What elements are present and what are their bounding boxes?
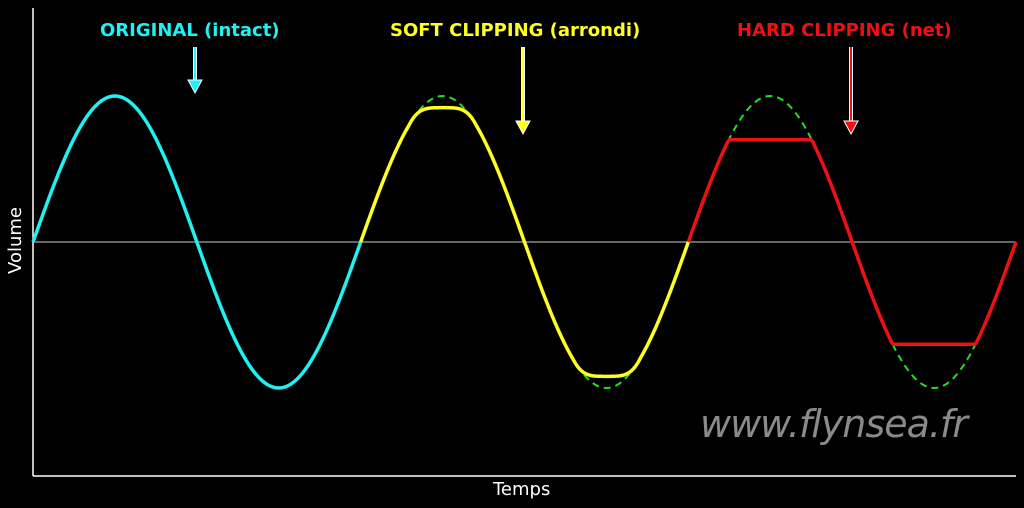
pointer-arrow-1 [515,47,531,136]
arrow-shaft-fill-2 [850,47,852,122]
arrow-head-0 [187,79,203,95]
watermark-text: www.flynsea.fr [700,402,968,446]
arrow-shaft-fill-0 [194,47,196,81]
segment-label-hard: HARD CLIPPING (net) [737,20,952,41]
pointer-arrow-0 [187,47,203,95]
y-axis-label: Volume [4,207,26,274]
x-axis-label: Temps [493,479,551,500]
series-line-0 [31,94,363,390]
series-line-1 [359,105,690,379]
arrow-head-1 [515,120,531,136]
series-line-2 [686,138,1018,346]
segment-label-soft: SOFT CLIPPING (arrondi) [390,20,641,41]
pointer-arrow-2 [843,47,859,136]
arrow-head-2 [843,120,859,136]
arrow-shaft-fill-1 [522,47,524,122]
segment-label-original: ORIGINAL (intact) [100,20,280,41]
reference-sine-2 [687,94,1017,390]
